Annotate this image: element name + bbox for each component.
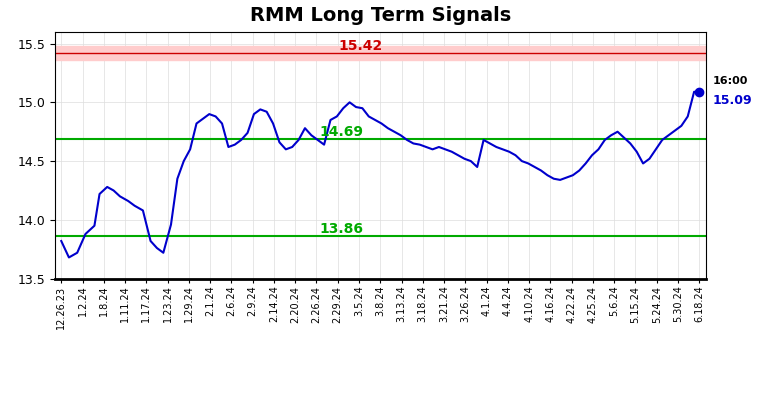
- Text: 13.86: 13.86: [319, 222, 363, 236]
- Text: 14.69: 14.69: [319, 125, 363, 139]
- Title: RMM Long Term Signals: RMM Long Term Signals: [249, 6, 511, 25]
- Bar: [55, 46, 706, 60]
- Text: 15.09: 15.09: [713, 94, 752, 107]
- Text: 16:00: 16:00: [713, 76, 748, 86]
- Text: 15.42: 15.42: [339, 39, 383, 53]
